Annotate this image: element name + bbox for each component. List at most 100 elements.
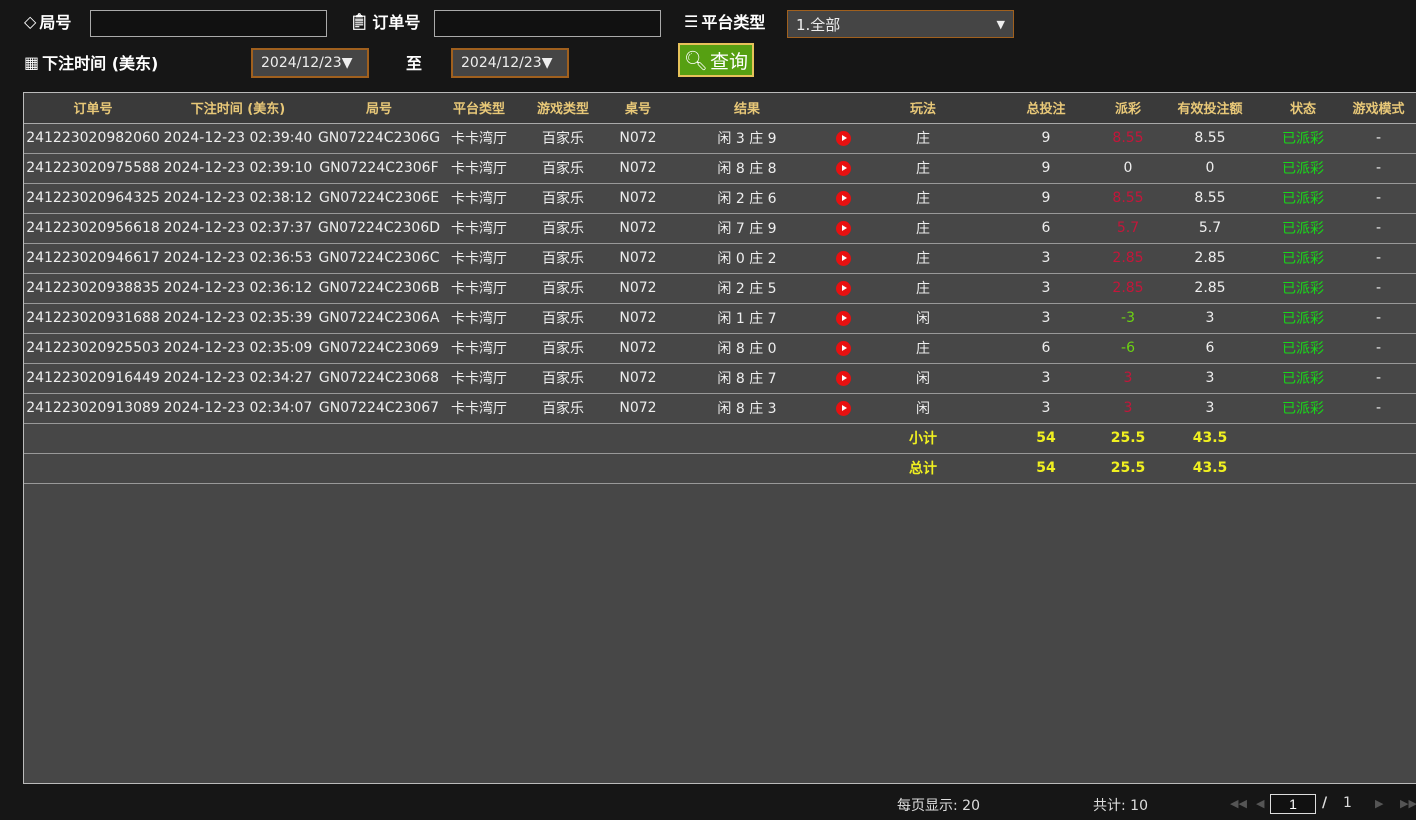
play-video-icon[interactable] <box>835 400 851 416</box>
query-button[interactable]: 🔍︎ 查询 <box>678 43 754 77</box>
cell: N072 <box>612 393 664 424</box>
cell: 6 <box>990 213 1102 244</box>
cell: 3 <box>1102 363 1154 394</box>
cell: 庄 <box>856 243 990 274</box>
cell: 241223020931688 <box>24 303 162 334</box>
cell: 3 <box>990 363 1102 394</box>
play-video-icon[interactable] <box>835 190 851 206</box>
cell: 百家乐 <box>514 153 612 184</box>
cell: 5.7 <box>1102 213 1154 244</box>
cell: 庄 <box>856 333 990 364</box>
cell: 闲 1 庄 7 <box>664 303 830 334</box>
replay-cell <box>830 243 856 274</box>
cell: - <box>1340 183 1416 214</box>
cell: 百家乐 <box>514 393 612 424</box>
cell: 2024-12-23 02:34:27 <box>162 363 314 394</box>
cell: 已派彩 <box>1266 333 1340 364</box>
play-video-icon[interactable] <box>835 250 851 266</box>
order-label: 📋︎ 订单号 <box>349 11 421 33</box>
play-video-icon[interactable] <box>835 220 851 236</box>
cell <box>1266 423 1340 454</box>
cell: 54 <box>990 453 1102 484</box>
cell: 已派彩 <box>1266 273 1340 304</box>
cell: 241223020964325 <box>24 183 162 214</box>
round-label: ◇ 局号 <box>24 11 72 33</box>
cell: GN07224C2306G <box>314 123 444 154</box>
cell: 卡卡湾厅 <box>444 303 514 334</box>
cell: GN07224C2306C <box>314 243 444 274</box>
cell <box>1340 423 1416 454</box>
cell: 241223020982060 <box>24 123 162 154</box>
cell: 百家乐 <box>514 183 612 214</box>
platform-select[interactable]: 1.全部 ▼ <box>787 10 1014 38</box>
cell: GN07224C23068 <box>314 363 444 394</box>
date-from-select[interactable]: 2024/12/23▼ <box>251 48 369 78</box>
play-video-icon[interactable] <box>835 340 851 356</box>
cell: 5.7 <box>1154 213 1266 244</box>
cell: 小计 <box>856 423 990 454</box>
order-input[interactable] <box>434 10 661 37</box>
cell: 已派彩 <box>1266 183 1340 214</box>
prev-page-icon[interactable]: ◀ <box>1256 797 1265 810</box>
cell: 百家乐 <box>514 123 612 154</box>
tag-icon: ◇ <box>24 11 37 31</box>
last-page-icon[interactable]: ▶▶ <box>1400 797 1416 810</box>
cell: -6 <box>1102 333 1154 364</box>
play-video-icon[interactable] <box>835 370 851 386</box>
cell: - <box>1340 153 1416 184</box>
play-video-icon[interactable] <box>835 130 851 146</box>
column-header <box>830 93 856 124</box>
table-row: 241223020956618 2024-12-23 02:37:37 GN0722… <box>24 213 1416 244</box>
replay-cell <box>830 303 856 334</box>
column-header: 订单号 <box>24 93 162 124</box>
play-video-icon[interactable] <box>835 160 851 176</box>
next-page-icon[interactable]: ▶ <box>1375 797 1384 810</box>
cell <box>514 453 612 484</box>
cell: 2.85 <box>1154 243 1266 274</box>
cell: - <box>1340 123 1416 154</box>
date-to-select[interactable]: 2024/12/23▼ <box>451 48 569 78</box>
cell: 2024-12-23 02:36:12 <box>162 273 314 304</box>
round-input[interactable] <box>90 10 327 37</box>
cell <box>24 423 162 454</box>
cell <box>444 453 514 484</box>
cell: 8.55 <box>1102 183 1154 214</box>
cell: GN07224C2306D <box>314 213 444 244</box>
calendar-icon: ▦ <box>24 52 40 72</box>
cell: 闲 0 庄 2 <box>664 243 830 274</box>
replay-cell <box>830 183 856 214</box>
cell <box>1340 453 1416 484</box>
total-pages: 1 <box>1343 795 1352 811</box>
subtotal-row: 小计 54 25.5 43.5 <box>24 423 1416 454</box>
cell: - <box>1340 363 1416 394</box>
page-input[interactable] <box>1270 794 1316 814</box>
cell: 卡卡湾厅 <box>444 363 514 394</box>
cell: 已派彩 <box>1266 153 1340 184</box>
replay-cell <box>830 393 856 424</box>
cell: 241223020946617 <box>24 243 162 274</box>
search-icon: 🔍︎ <box>683 49 709 72</box>
cell: 241223020916449 <box>24 363 162 394</box>
cell: 8.55 <box>1102 123 1154 154</box>
total-row: 总计 54 25.5 43.5 <box>24 453 1416 484</box>
play-video-icon[interactable] <box>835 280 851 296</box>
column-header: 结果 <box>664 93 830 124</box>
cell: N072 <box>612 273 664 304</box>
cell <box>612 423 664 454</box>
cell: 卡卡湾厅 <box>444 243 514 274</box>
cell <box>162 423 314 454</box>
cell: GN07224C2306A <box>314 303 444 334</box>
time-label: ▦ 下注时间 (美东) <box>24 52 159 74</box>
cell: 闲 <box>856 393 990 424</box>
cell <box>664 453 830 484</box>
column-header: 玩法 <box>856 93 990 124</box>
cell: 3 <box>990 273 1102 304</box>
play-video-icon[interactable] <box>835 310 851 326</box>
first-page-icon[interactable]: ◀◀ <box>1230 797 1247 810</box>
cell: 庄 <box>856 153 990 184</box>
cell <box>314 423 444 454</box>
cell <box>314 453 444 484</box>
table-row: 241223020938835 2024-12-23 02:36:12 GN0722… <box>24 273 1416 304</box>
cell: 2024-12-23 02:34:07 <box>162 393 314 424</box>
cell: GN07224C2306B <box>314 273 444 304</box>
